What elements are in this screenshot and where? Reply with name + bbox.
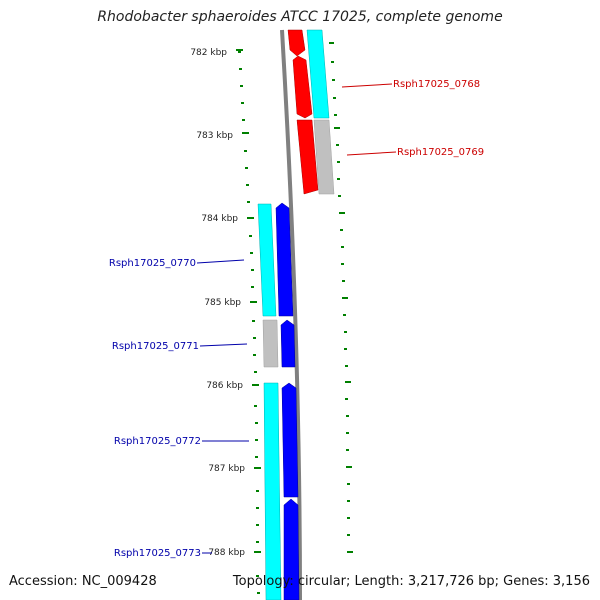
kbp-tick-labels: 782 kbp 783 kbp 784 kbp 785 kbp 786 kbp … bbox=[190, 48, 245, 558]
orf-segment bbox=[263, 382, 282, 600]
kbp-label: 784 kbp bbox=[201, 214, 238, 224]
reverse-orf-track bbox=[257, 203, 282, 600]
accession-text: Accession: NC_009428 bbox=[9, 574, 157, 589]
cds-arrow bbox=[287, 29, 306, 57]
genome-summary-text: Topology: circular; Length: 3,217,726 bp… bbox=[232, 574, 590, 589]
gene-leader-line bbox=[346, 151, 397, 156]
cds-arrow bbox=[292, 55, 313, 119]
kbp-label: 787 kbp bbox=[208, 464, 245, 474]
gene-label[interactable]: Rsph17025_0769 bbox=[397, 147, 484, 158]
cds-arrow bbox=[283, 498, 300, 600]
inner-tick-track: 782 kbp 783 kbp 784 kbp 785 kbp 786 kbp … bbox=[190, 48, 261, 594]
gene-labels: Rsph17025_0768 Rsph17025_0769 Rsph17025_… bbox=[109, 79, 484, 559]
forward-orf-track bbox=[306, 29, 335, 195]
cds-arrow bbox=[281, 382, 299, 498]
gene-leader-line bbox=[199, 343, 248, 347]
cds-arrow bbox=[280, 319, 296, 368]
gene-label[interactable]: Rsph17025_0773 bbox=[114, 548, 201, 559]
map-title: Rhodobacter sphaeroides ATCC 17025, comp… bbox=[97, 9, 503, 25]
outer-tick-track bbox=[329, 42, 353, 553]
gene-label[interactable]: Rsph17025_0772 bbox=[114, 436, 201, 447]
gene-label[interactable]: Rsph17025_0771 bbox=[112, 341, 199, 352]
gene-leader-line bbox=[196, 259, 245, 264]
genome-backbone bbox=[280, 29, 302, 600]
kbp-label: 785 kbp bbox=[204, 298, 241, 308]
kbp-label: 786 kbp bbox=[206, 381, 243, 391]
major-tick-marks bbox=[236, 49, 261, 553]
gene-label[interactable]: Rsph17025_0770 bbox=[109, 258, 196, 269]
orf-segment bbox=[257, 203, 277, 317]
gap-segment bbox=[262, 319, 279, 368]
gene-label[interactable]: Rsph17025_0768 bbox=[393, 79, 480, 90]
inner-tick-dots bbox=[238, 51, 260, 594]
cds-arrow bbox=[275, 202, 294, 317]
orf-segment bbox=[306, 29, 330, 119]
gene-leader-line bbox=[341, 83, 393, 88]
reverse-cds-track bbox=[275, 202, 300, 600]
kbp-label: 788 kbp bbox=[208, 548, 245, 558]
forward-cds-track bbox=[287, 29, 319, 195]
cds-arrow bbox=[296, 119, 319, 195]
kbp-label: 783 kbp bbox=[196, 131, 233, 141]
kbp-label: 782 kbp bbox=[190, 48, 227, 58]
gap-segment bbox=[313, 119, 335, 195]
outer-tick-dots bbox=[329, 42, 353, 553]
